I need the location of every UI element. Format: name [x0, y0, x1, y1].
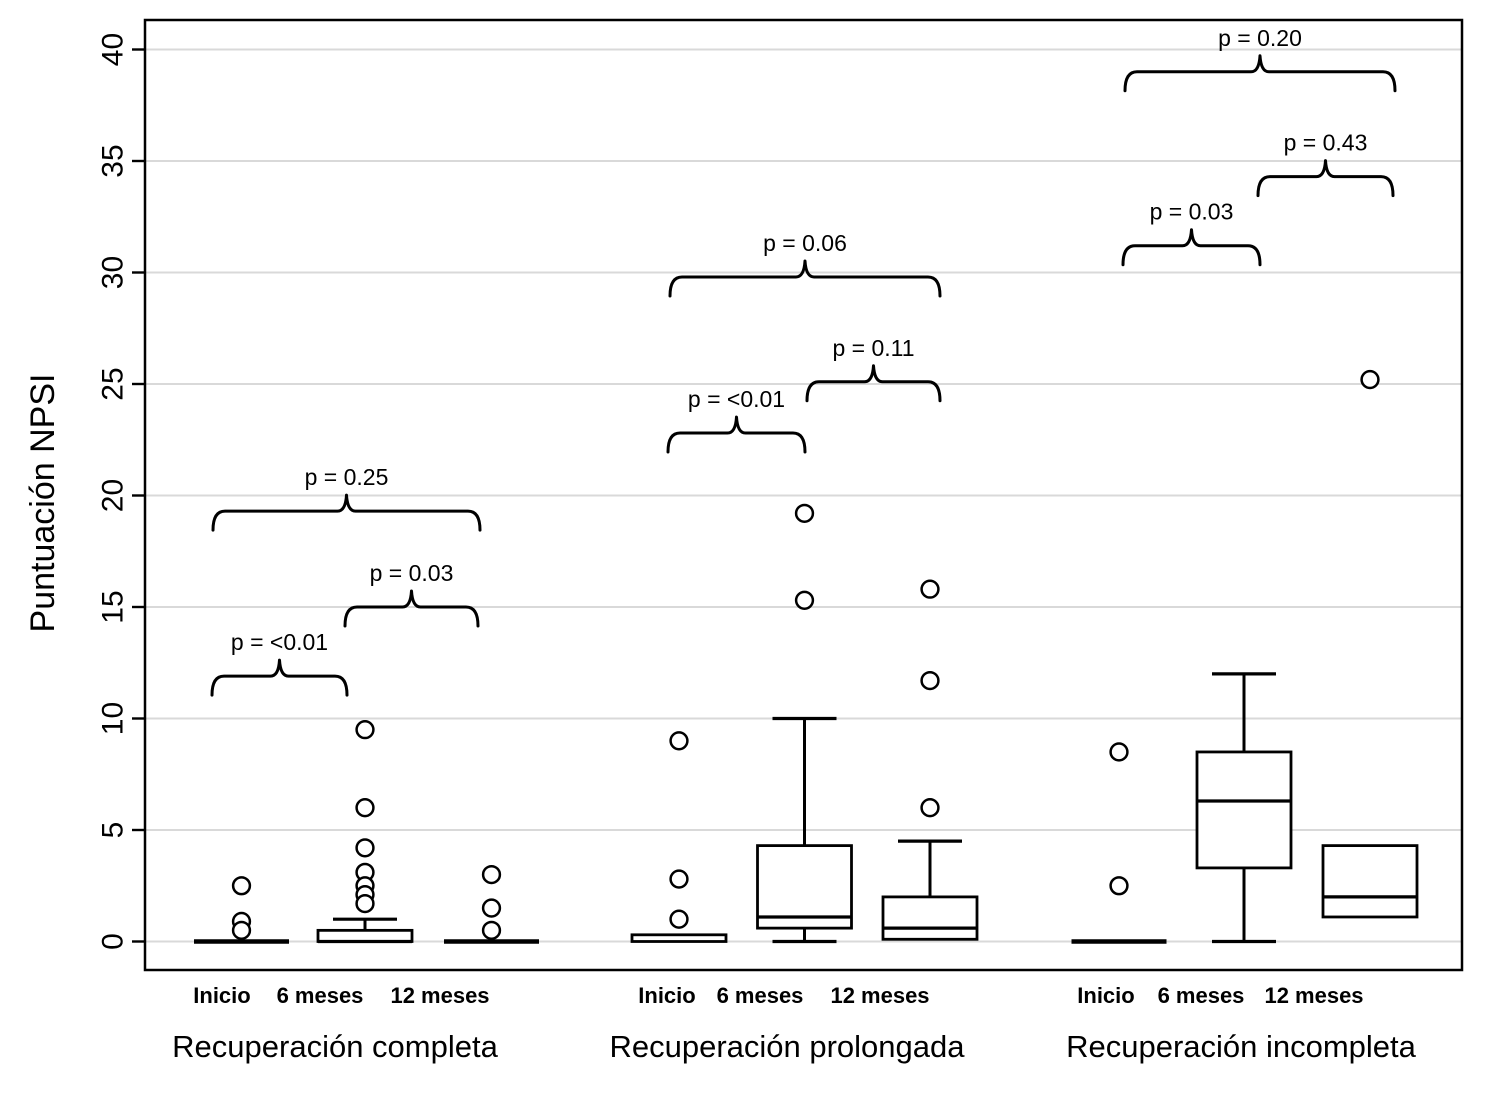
y-tick-label-5: 5 [97, 822, 130, 839]
group-label-recuperaci-n-incompleta: Recuperación incompleta [1066, 1029, 1417, 1064]
y-tick-label-0: 0 [97, 933, 130, 950]
outlier-recuperaci-n-completa-6-meses [355, 720, 375, 740]
pvalue-label-recuperaci-n-prolongada-1: p = <0.01 [688, 386, 785, 412]
pvalue-label-recuperaci-n-completa-3: p = 0.25 [305, 464, 389, 490]
pvalue-label-recuperaci-n-incompleta-1: p = 0.03 [1150, 199, 1234, 225]
y-tick-label-25: 25 [97, 367, 130, 400]
pvalue-label-recuperaci-n-incompleta-3: p = 0.20 [1218, 25, 1302, 51]
box-recuperaci-n-prolongada-inicio [630, 933, 728, 943]
timepoint-label-recuperaci-n-incompleta-12-meses: 12 meses [1264, 983, 1363, 1008]
pvalue-bracket-recuperaci-n-incompleta-2 [1256, 159, 1395, 198]
pvalue-label-recuperaci-n-prolongada-2: p = 0.11 [832, 335, 914, 361]
timepoint-label-recuperaci-n-completa-6-meses: 6 meses [277, 983, 364, 1008]
y-tick-label-30: 30 [97, 256, 130, 289]
pvalue-label-recuperaci-n-completa-2: p = 0.03 [370, 560, 454, 586]
y-axis-title: Puntuación NPSI [24, 374, 62, 633]
pvalue-bracket-recuperaci-n-completa-3 [211, 493, 482, 532]
outlier-recuperaci-n-completa-6-meses [355, 893, 375, 914]
box-recuperaci-n-completa-6-meses [316, 928, 414, 943]
timepoint-label-recuperaci-n-incompleta-6-meses: 6 meses [1158, 983, 1245, 1008]
box-recuperaci-n-prolongada-6-meses [756, 844, 853, 930]
outlier-recuperaci-n-prolongada-inicio [669, 731, 689, 751]
outlier-recuperaci-n-prolongada-12-meses [920, 670, 940, 691]
timepoint-label-recuperaci-n-completa-12-meses: 12 meses [390, 983, 489, 1008]
outlier-recuperaci-n-completa-6-meses [355, 838, 375, 858]
pvalue-bracket-recuperaci-n-completa-2 [343, 589, 480, 628]
box-recuperaci-n-incompleta-6-meses [1195, 750, 1293, 870]
pvalue-label-recuperaci-n-prolongada-3: p = 0.06 [763, 230, 847, 256]
timepoint-label-recuperaci-n-prolongada-inicio: Inicio [638, 983, 695, 1008]
y-tick-label-35: 35 [97, 144, 130, 177]
outlier-recuperaci-n-completa-12-meses [481, 864, 502, 885]
outlier-recuperaci-n-prolongada-12-meses [920, 798, 940, 818]
pvalue-label-recuperaci-n-incompleta-2: p = 0.43 [1284, 130, 1368, 156]
pvalue-bracket-recuperaci-n-prolongada-2 [805, 364, 942, 403]
outlier-recuperaci-n-completa-12-meses [481, 898, 502, 918]
y-tick-label-10: 10 [97, 702, 130, 735]
outlier-recuperaci-n-incompleta-12-meses [1360, 369, 1380, 390]
outlier-recuperaci-n-prolongada-6-meses [794, 590, 815, 610]
timepoint-label-recuperaci-n-prolongada-6-meses: 6 meses [717, 983, 804, 1008]
pvalue-bracket-recuperaci-n-completa-1 [210, 658, 349, 697]
outlier-recuperaci-n-prolongada-inicio [669, 869, 689, 889]
outlier-recuperaci-n-completa-6-meses [355, 798, 375, 818]
pvalue-bracket-recuperaci-n-incompleta-1 [1121, 228, 1262, 267]
outlier-recuperaci-n-prolongada-inicio [669, 909, 689, 929]
y-tick-label-40: 40 [97, 33, 130, 66]
outlier-recuperaci-n-completa-inicio [231, 876, 252, 896]
outlier-recuperaci-n-prolongada-6-meses [794, 503, 815, 523]
timepoint-label-recuperaci-n-prolongada-12-meses: 12 meses [830, 983, 929, 1008]
outlier-recuperaci-n-incompleta-inicio [1109, 876, 1129, 896]
group-label-recuperaci-n-prolongada: Recuperación prolongada [609, 1029, 965, 1064]
pvalue-bracket-recuperaci-n-incompleta-3 [1123, 54, 1397, 93]
pvalue-bracket-recuperaci-n-prolongada-1 [666, 415, 807, 454]
outlier-recuperaci-n-completa-12-meses [481, 920, 502, 940]
pvalue-label-recuperaci-n-completa-1: p = <0.01 [231, 629, 328, 655]
pvalue-bracket-recuperaci-n-prolongada-3 [668, 259, 942, 298]
outlier-recuperaci-n-incompleta-inicio [1109, 742, 1129, 762]
outlier-recuperaci-n-prolongada-12-meses [920, 579, 940, 599]
box-recuperaci-n-prolongada-12-meses [881, 895, 979, 941]
timepoint-label-recuperaci-n-incompleta-inicio: Inicio [1077, 983, 1134, 1008]
y-tick-label-15: 15 [97, 590, 130, 623]
group-label-recuperaci-n-completa: Recuperación completa [172, 1029, 498, 1064]
timepoint-label-recuperaci-n-completa-inicio: Inicio [193, 983, 250, 1008]
y-tick-label-20: 20 [97, 479, 130, 512]
outlier-recuperaci-n-completa-inicio [231, 920, 252, 940]
box-recuperaci-n-incompleta-12-meses [1321, 844, 1419, 919]
